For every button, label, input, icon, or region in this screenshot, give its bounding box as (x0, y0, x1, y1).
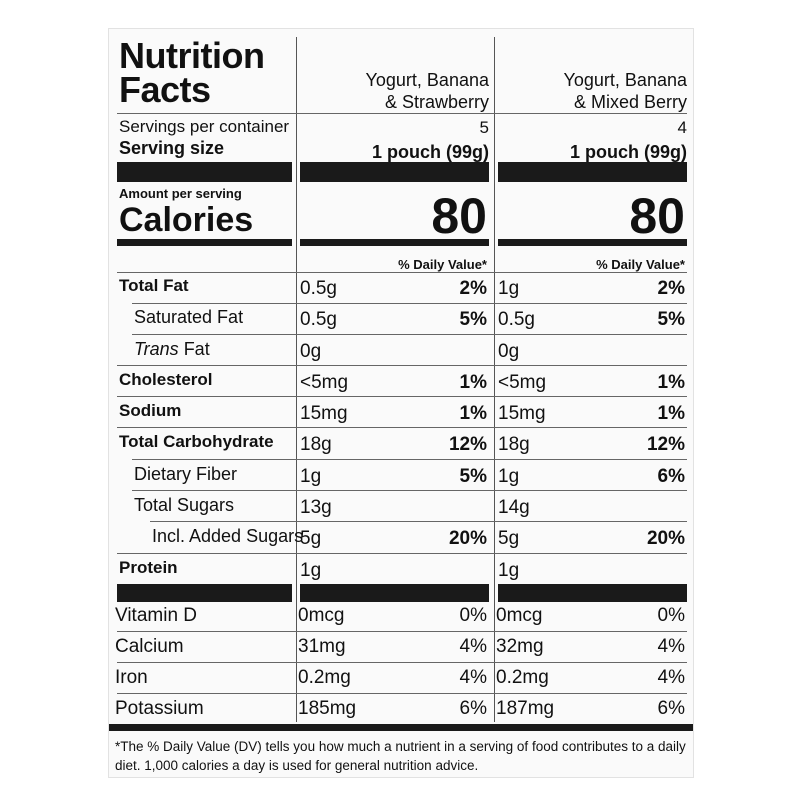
vitamin-amount-col1: 0.2mg (298, 667, 351, 688)
nutrient-dv-col2: 5% (657, 309, 685, 330)
serving-size-label: Serving size (119, 138, 225, 158)
nutrient-dv-col1: 2% (459, 278, 487, 299)
vitamin-amount-col1: 185mg (298, 698, 357, 719)
nutrient-amount-col1: 13g (300, 497, 332, 518)
nutrient-amount-col1: 18g (300, 434, 332, 455)
column-divider-2 (494, 37, 495, 722)
servings-per-container-label: Servings per container (119, 117, 290, 136)
vitamin-dv-col1: 6% (459, 698, 487, 719)
footnote-line-2: diet. 1,000 calories a day is used for g… (115, 758, 479, 773)
vitamin-dv-col2: 4% (657, 636, 685, 657)
vitamin-label: Calcium (115, 636, 184, 657)
calories-label: Calories (119, 201, 254, 239)
nutrient-dv-col2: 1% (657, 403, 685, 424)
nutrient-label: Protein (119, 559, 178, 576)
nutrient-dv-col2: 1% (657, 372, 685, 393)
nutrient-amount-col1: <5mg (300, 372, 349, 393)
nutrition-facts-label: Nutrition Facts Yogurt, Banana & Strawbe… (108, 28, 694, 778)
nutrient-dv-col2: 12% (646, 434, 685, 455)
vitamin-amount-col2: 0.2mg (496, 667, 549, 688)
vitamin-amount-col1: 31mg (298, 636, 346, 657)
nutrient-amount-col2: 1g (498, 466, 520, 487)
nutrient-dv-col1: 20% (448, 528, 487, 549)
servings-1: 5 (479, 118, 489, 137)
serving-size-1: 1 pouch (99g) (371, 142, 489, 162)
amount-per-serving: Amount per serving (119, 186, 242, 201)
title-line-1: Nutrition (119, 35, 265, 76)
nutrient-label: Total Sugars (134, 496, 234, 514)
vitamin-dv-col2: 4% (657, 667, 685, 688)
nutrient-label: Trans Fat (134, 340, 210, 358)
nutrient-label: Cholesterol (119, 371, 213, 388)
nutrient-label: Dietary Fiber (134, 465, 237, 483)
flavor-1-line-1: Yogurt, Banana (365, 70, 489, 90)
nutrient-amount-col1: 5g (300, 528, 322, 549)
nutrient-amount-col2: 1g (498, 278, 520, 299)
nutrient-name: Dietary Fiber (134, 464, 238, 484)
nutrient-name-suffix: Fat (178, 339, 210, 359)
nutrient-dv-col1: 5% (459, 466, 487, 487)
vitamin-amount-col2: 32mg (496, 636, 544, 657)
flavor-1-line-2: & Strawberry (384, 92, 489, 112)
title-line-2: Facts (119, 69, 211, 110)
nutrient-name: Total Sugars (134, 495, 235, 515)
nutrient-dv-col2: 20% (646, 528, 685, 549)
nutrient-label: Total Fat (119, 277, 189, 294)
nutrient-name: Trans (134, 339, 179, 359)
nutrient-amount-col1: 0g (300, 341, 322, 362)
vitamin-dv-col1: 4% (459, 636, 487, 657)
vitamin-dv-col2: 6% (657, 698, 685, 719)
nutrient-amount-col2: 1g (498, 560, 520, 581)
serving-size-2: 1 pouch (99g) (569, 142, 687, 162)
nutrient-name: Total Fat (119, 276, 189, 295)
calories-2: 80 (629, 188, 685, 244)
vitamin-amount-col2: 187mg (496, 698, 555, 719)
nutrient-dv-col1: 12% (448, 434, 487, 455)
nutrient-amount-col1: 1g (300, 560, 322, 581)
vitamin-dv-col1: 0% (459, 605, 487, 626)
nutrient-label: Total Carbohydrate (119, 433, 274, 450)
vitamin-amount-col1: 0mcg (298, 605, 345, 626)
nutrient-name: Sodium (119, 401, 182, 420)
dv-header-2: % Daily Value* (596, 257, 685, 272)
nutrient-label: Sodium (119, 402, 181, 419)
nutrient-amount-col1: 15mg (300, 403, 348, 424)
servings-2: 4 (677, 118, 687, 137)
nutrient-label: Saturated Fat (134, 308, 243, 326)
nutrient-amount-col1: 0.5g (300, 278, 337, 299)
nutrient-dv-col2: 6% (657, 466, 685, 487)
nutrient-dv-col1: 5% (459, 309, 487, 330)
column-divider-1 (296, 37, 297, 722)
nutrient-amount-col1: 0.5g (300, 309, 337, 330)
vitamin-label: Iron (115, 667, 148, 688)
nutrient-name: Saturated Fat (134, 307, 244, 327)
nutrient-amount-col2: 5g (498, 528, 520, 549)
vitamin-dv-col1: 4% (459, 667, 487, 688)
dv-header-1: % Daily Value* (398, 257, 487, 272)
nutrient-name: Total Carbohydrate (119, 432, 274, 451)
calories-1: 80 (431, 188, 487, 244)
nutrient-amount-col2: 0.5g (498, 309, 535, 330)
vitamin-dv-col2: 0% (657, 605, 685, 626)
nutrient-amount-col2: 14g (498, 497, 530, 518)
vitamin-label: Potassium (115, 698, 204, 719)
flavor-2-line-2: & Mixed Berry (573, 92, 687, 112)
nutrient-name: Cholesterol (119, 370, 213, 389)
nutrient-name: Protein (119, 558, 178, 577)
nutrient-dv-col1: 1% (459, 372, 487, 393)
nutrient-amount-col1: 1g (300, 466, 322, 487)
vitamin-label: Vitamin D (115, 605, 198, 626)
flavor-2-line-1: Yogurt, Banana (563, 70, 687, 90)
nutrient-dv-col1: 1% (459, 403, 487, 424)
nutrient-amount-col2: 15mg (498, 403, 546, 424)
footnote-line-1: *The % Daily Value (DV) tells you how mu… (115, 739, 686, 754)
nutrient-dv-col2: 2% (657, 278, 685, 299)
nutrient-label: Incl. Added Sugars (152, 527, 303, 545)
nutrient-amount-col2: 0g (498, 341, 520, 362)
nutrient-amount-col2: <5mg (498, 372, 547, 393)
vitamin-amount-col2: 0mcg (496, 605, 543, 626)
nutrient-amount-col2: 18g (498, 434, 530, 455)
nutrient-name: Incl. Added Sugars (152, 526, 304, 546)
